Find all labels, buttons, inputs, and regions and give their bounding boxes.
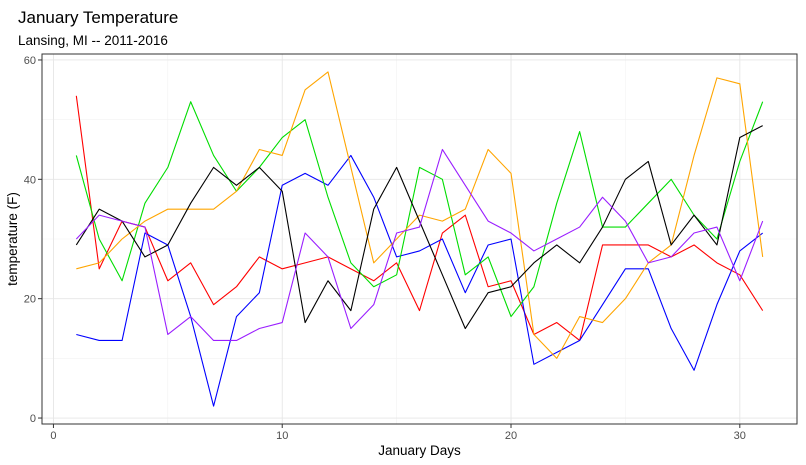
series-line-3 [75, 101, 764, 318]
series-line-4 [76, 71, 764, 359]
series-line-1 [75, 95, 764, 342]
x-tick-label: 20 [505, 430, 517, 442]
series-line-5 [75, 125, 763, 330]
x-tick-label: 10 [276, 430, 288, 442]
x-axis-title: January Days [378, 443, 461, 458]
y-tick-label: 20 [24, 294, 36, 306]
x-tick-label: 0 [50, 430, 56, 442]
series-lines [75, 71, 764, 407]
y-axis-title: temperature (F) [5, 192, 20, 286]
x-tick-label: 30 [734, 430, 746, 442]
y-tick-label: 0 [30, 413, 36, 425]
series-line-6 [75, 148, 764, 342]
y-tick-label: 40 [24, 174, 36, 186]
series-line-2 [76, 154, 764, 407]
plot-panel-border [41, 53, 798, 425]
y-tick-label: 60 [24, 55, 36, 67]
axis-ticks: 0 10 20 30 0 20 40 60 [24, 55, 746, 442]
chart-subtitle: Lansing, MI -- 2011-2016 [18, 33, 168, 48]
chart-title: January Temperature [18, 8, 178, 27]
